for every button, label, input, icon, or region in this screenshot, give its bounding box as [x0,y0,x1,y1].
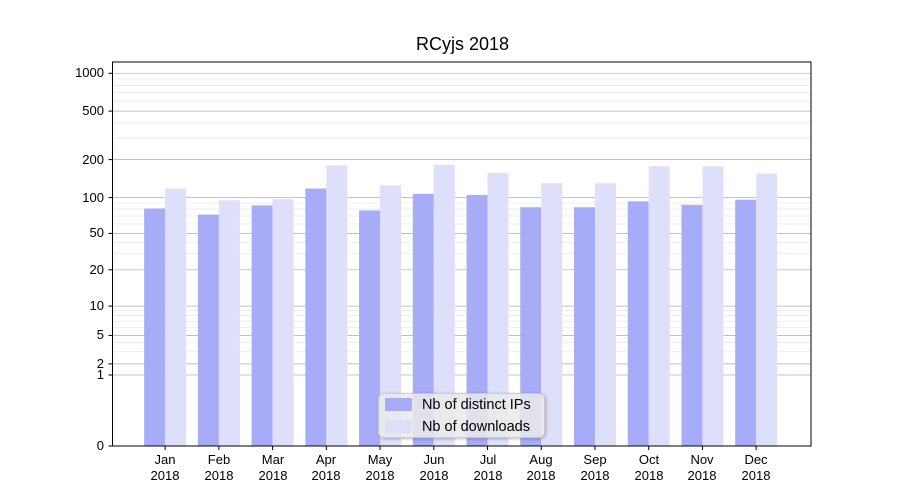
svg-text:5: 5 [97,327,104,342]
svg-text:200: 200 [82,152,104,167]
svg-text:Feb: Feb [208,452,230,467]
svg-text:1000: 1000 [75,65,104,80]
svg-text:2018: 2018 [151,468,180,483]
svg-text:Jan: Jan [155,452,176,467]
svg-text:1: 1 [97,367,104,382]
svg-text:50: 50 [90,225,104,240]
svg-text:Sep: Sep [583,452,606,467]
svg-text:2018: 2018 [688,468,717,483]
svg-text:2018: 2018 [527,468,556,483]
svg-text:2018: 2018 [581,468,610,483]
svg-text:2018: 2018 [474,468,503,483]
svg-text:Jun: Jun [424,452,445,467]
svg-text:0: 0 [97,438,104,453]
svg-text:2018: 2018 [312,468,341,483]
svg-text:Oct: Oct [639,452,660,467]
svg-text:2018: 2018 [742,468,771,483]
svg-text:2018: 2018 [259,468,288,483]
svg-text:Dec: Dec [744,452,768,467]
svg-text:2018: 2018 [366,468,395,483]
svg-text:May: May [368,452,393,467]
svg-text:Nov: Nov [690,452,714,467]
svg-text:Mar: Mar [262,452,285,467]
svg-text:Apr: Apr [316,452,337,467]
svg-text:Aug: Aug [529,452,552,467]
svg-text:2018: 2018 [635,468,664,483]
svg-text:2018: 2018 [420,468,449,483]
svg-text:10: 10 [90,298,104,313]
svg-text:500: 500 [82,103,104,118]
svg-text:20: 20 [90,262,104,277]
svg-text:2018: 2018 [205,468,234,483]
svg-text:100: 100 [82,190,104,205]
svg-text:Jul: Jul [480,452,497,467]
